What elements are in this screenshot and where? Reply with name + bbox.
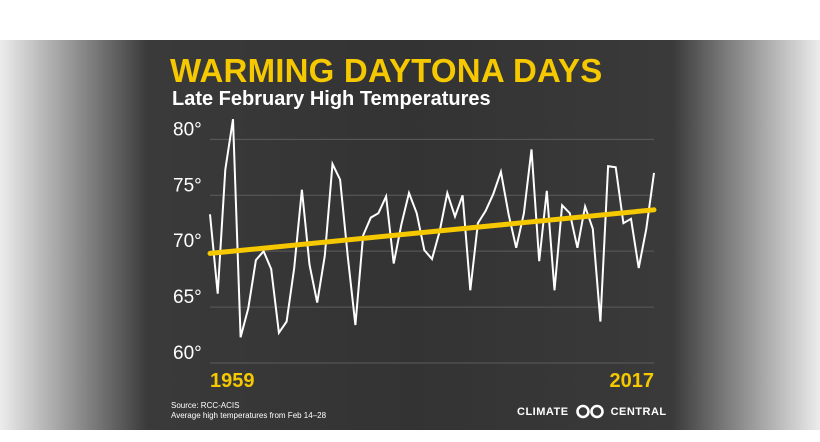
source-line: Source: RCC-ACIS xyxy=(171,401,240,410)
y-tick-label-65: 65° xyxy=(173,287,202,308)
temperature-line xyxy=(209,119,655,338)
x-end-label: 2017 xyxy=(610,370,655,392)
x-start-label: 1959 xyxy=(210,370,255,392)
y-tick-label-80: 80° xyxy=(173,119,202,140)
chart-title: WARMING DAYTONA DAYS xyxy=(170,52,603,89)
logo-text-left: CLIMATE xyxy=(517,405,569,418)
source-note: Source: RCC-ACIS Average high temperatur… xyxy=(171,401,326,421)
y-tick-label-75: 75° xyxy=(173,175,202,196)
chart-subtitle: Late February High Temperatures xyxy=(172,88,491,110)
y-tick-label-60: 60° xyxy=(173,343,202,364)
y-tick-label-70: 70° xyxy=(173,231,202,252)
trend-line xyxy=(207,207,657,256)
climate-central-logo: CLIMATE CENTRAL xyxy=(517,404,667,419)
logo-circles-icon xyxy=(574,404,606,419)
source-description: Average high temperatures from Feb 14–28 xyxy=(171,411,327,420)
logo-text-right: CENTRAL xyxy=(610,405,667,418)
